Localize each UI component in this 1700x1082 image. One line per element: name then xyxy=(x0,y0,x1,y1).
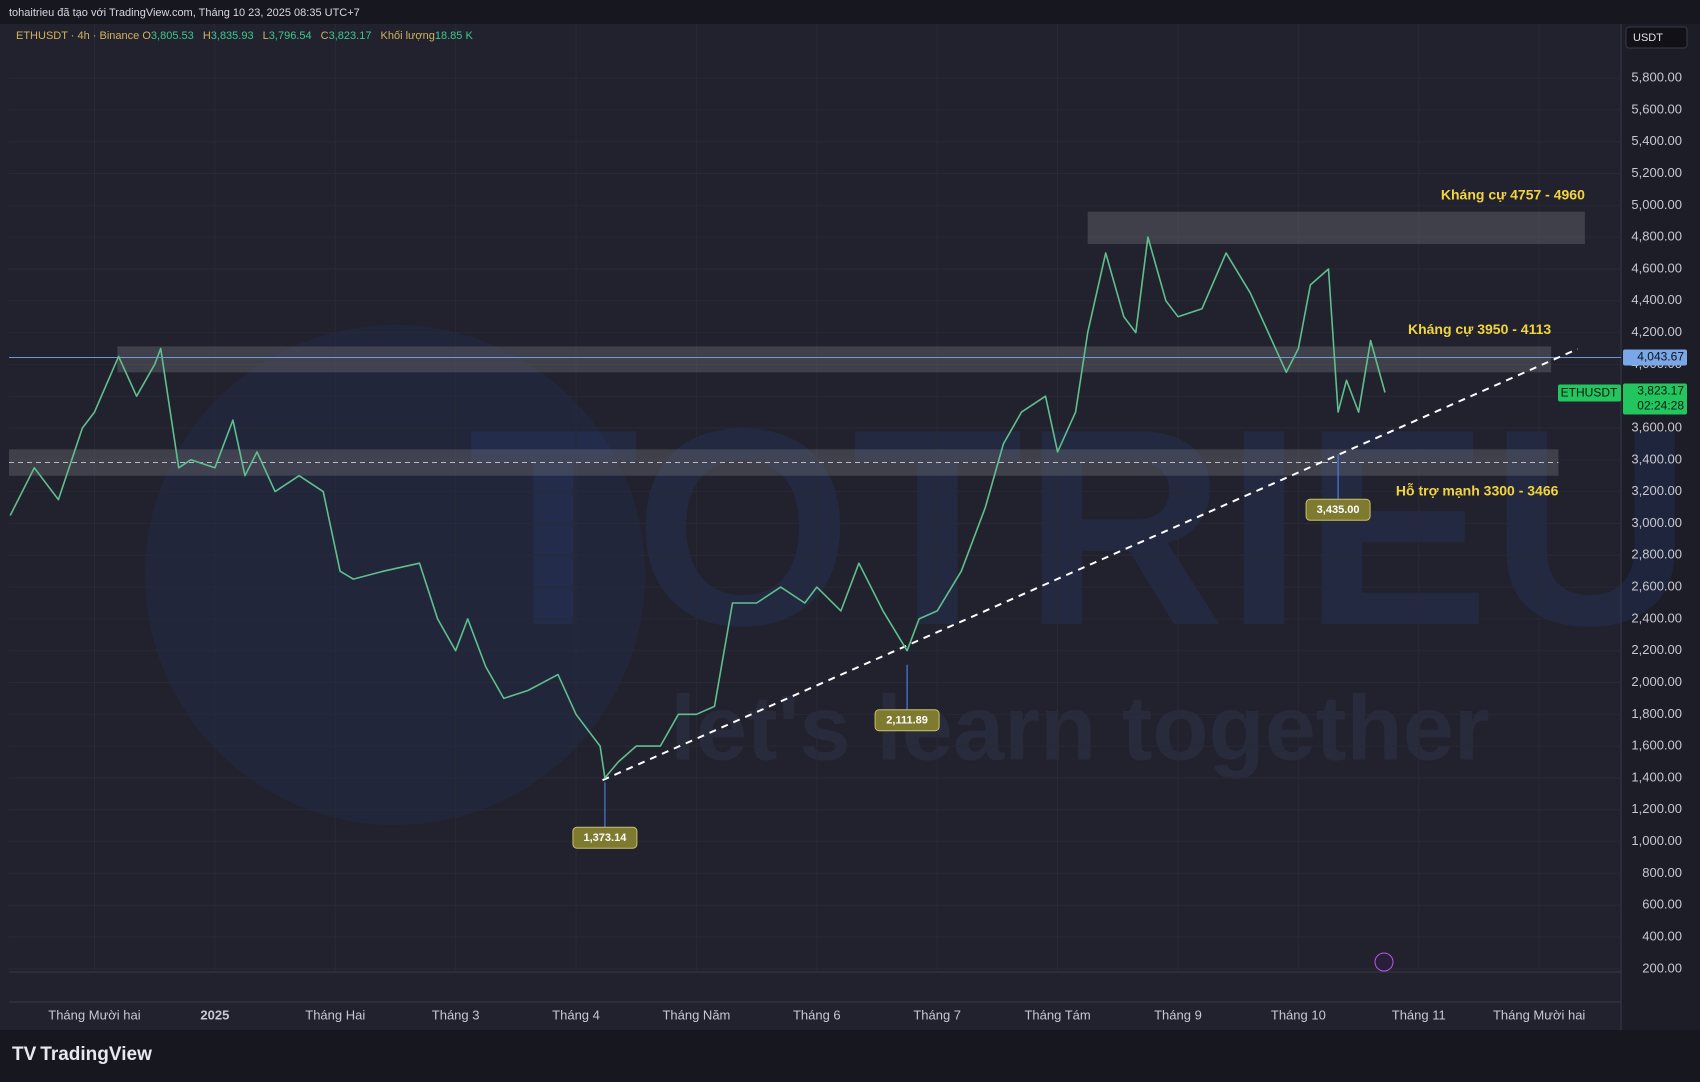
x-tick-label: Tháng Hai xyxy=(305,1007,365,1022)
caption: tohaitrieu đã tạo với TradingView.com, T… xyxy=(9,7,360,19)
symbol-tag-label: ETHUSDT xyxy=(1561,386,1618,400)
x-tick-label: Tháng 10 xyxy=(1271,1007,1326,1022)
y-tick-label: 400.00 xyxy=(1642,928,1682,943)
watermark-title: TOTRIEU xyxy=(468,372,1692,684)
y-tick-label: 5,800.00 xyxy=(1631,70,1682,85)
legend: ETHUSDT · 4h · Binance O3,805.53 H3,835.… xyxy=(16,30,479,42)
x-tick-label: Tháng 4 xyxy=(552,1007,600,1022)
y-tick-label: 2,600.00 xyxy=(1631,579,1682,594)
low-label-box xyxy=(1305,498,1371,521)
y-tick-label: 2,200.00 xyxy=(1631,642,1682,657)
footer: TV TradingView xyxy=(0,1030,1700,1082)
volume-value: 18.85 K xyxy=(434,30,473,42)
price-axis-background xyxy=(1621,24,1700,1030)
plot-background xyxy=(9,24,1621,972)
top-bar: tohaitrieu đã tạo với TradingView.com, T… xyxy=(0,0,1700,24)
x-tick-label: Tháng 6 xyxy=(793,1007,841,1022)
symbol-tag xyxy=(1558,384,1621,402)
low-label-box xyxy=(874,709,940,732)
y-tick-label: 3,400.00 xyxy=(1631,451,1682,466)
watermark-tagline: let's learn together xyxy=(670,677,1489,779)
symbol: ETHUSDT · 4h · Binance xyxy=(16,30,140,42)
y-tick-label: 1,200.00 xyxy=(1631,801,1682,816)
y-tick-label: 2,400.00 xyxy=(1631,610,1682,625)
volume-label: Khối lượng xyxy=(380,30,435,42)
low-value: 3,796.54 xyxy=(268,30,312,42)
y-tick-label: 5,200.00 xyxy=(1631,165,1682,180)
y-tick-label: 1,400.00 xyxy=(1631,769,1682,784)
y-tick-label: 2,000.00 xyxy=(1631,674,1682,689)
currency: USDT xyxy=(1633,32,1663,44)
low-label: 1,373.14 xyxy=(584,832,628,844)
close-value: 3,823.17 xyxy=(328,30,372,42)
y-tick-label: 1,000.00 xyxy=(1631,833,1682,848)
y-tick-label: 4,600.00 xyxy=(1631,260,1682,275)
y-tick-label: 4,400.00 xyxy=(1631,292,1682,307)
y-tick-label: 3,600.00 xyxy=(1631,419,1682,434)
x-tick-label: Tháng 7 xyxy=(913,1007,961,1022)
last-price-tag xyxy=(1623,383,1687,415)
trendline xyxy=(602,348,1579,782)
zone-label: Kháng cự 3950 - 4113 xyxy=(1408,321,1551,337)
x-tick-label: Tháng Mười hai xyxy=(1493,1007,1585,1022)
x-tick-label: Tháng Tám xyxy=(1024,1007,1090,1022)
brand-name: TradingView xyxy=(40,1044,152,1065)
last-price-label: 3,823.17 xyxy=(1637,384,1684,398)
low-label: L xyxy=(262,30,269,42)
y-tick-label: 3,200.00 xyxy=(1631,483,1682,498)
y-tick-label: 3,000.00 xyxy=(1631,515,1682,530)
zone-label: Kháng cự 4757 - 4960 xyxy=(1441,186,1585,202)
low-label: 2,111.89 xyxy=(886,715,928,727)
y-tick-label: 5,000.00 xyxy=(1631,197,1682,212)
open-label: O xyxy=(142,30,151,42)
watermark-logo xyxy=(145,325,645,825)
low-label-box xyxy=(572,826,638,849)
crosshair-tag-label: 4,043.67 xyxy=(1637,350,1684,364)
zone-label: Hỗ trợ mạnh 3300 - 3466 xyxy=(1396,482,1559,498)
brand[interactable]: TV TradingView xyxy=(12,1044,152,1066)
y-tick-label: 1,800.00 xyxy=(1631,706,1682,721)
y-tick-label: 4,800.00 xyxy=(1631,229,1682,244)
x-tick-label: Tháng Mười hai xyxy=(48,1007,140,1022)
y-tick-label: 200.00 xyxy=(1642,960,1682,975)
high-value: 3,835.93 xyxy=(210,30,254,42)
x-tick-label: Tháng 3 xyxy=(432,1007,480,1022)
x-tick-label: Tháng Năm xyxy=(662,1007,730,1022)
open-value: 3,805.53 xyxy=(150,30,194,42)
y-tick-label: 600.00 xyxy=(1642,897,1682,912)
y-tick-label: 4,200.00 xyxy=(1631,324,1682,339)
low-label: 3,435.00 xyxy=(1317,504,1360,516)
y-tick-label: 5,600.00 xyxy=(1631,101,1682,116)
brand-icon: TV xyxy=(12,1044,37,1065)
high-label: H xyxy=(202,30,211,42)
y-tick-label: 800.00 xyxy=(1642,865,1682,880)
y-tick-label: 2,800.00 xyxy=(1631,547,1682,562)
x-tick-label: Tháng 11 xyxy=(1392,1007,1446,1022)
crosshair-tag xyxy=(1623,349,1687,366)
x-tick-label: 2025 xyxy=(200,1007,229,1022)
event-icon[interactable] xyxy=(1374,952,1394,972)
x-tick-label: Tháng 9 xyxy=(1154,1007,1202,1022)
zone xyxy=(1087,211,1585,244)
countdown: 02:24:28 xyxy=(1637,399,1684,413)
close-label: C xyxy=(320,30,329,42)
currency-box xyxy=(1625,26,1688,49)
y-tick-label: 5,400.00 xyxy=(1631,133,1682,148)
zone xyxy=(117,346,1552,373)
y-tick-label: 1,600.00 xyxy=(1631,738,1682,753)
price-line-series xyxy=(9,236,1386,779)
